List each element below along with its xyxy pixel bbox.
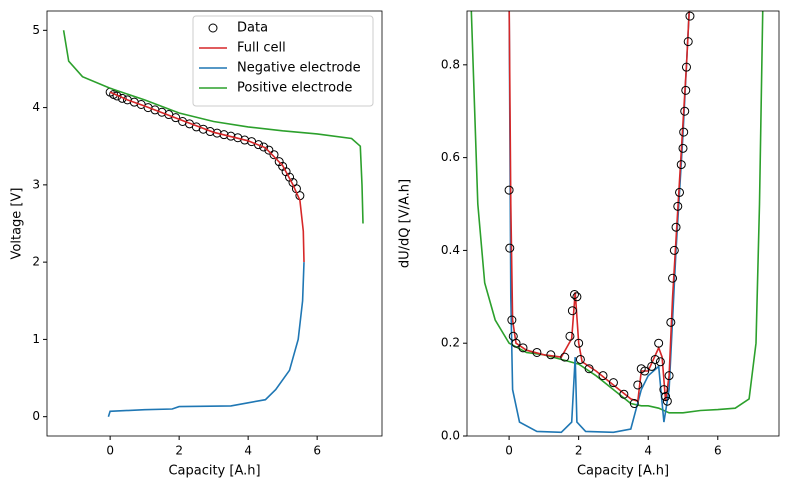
data-point xyxy=(671,222,681,232)
legend-label: Negative electrode xyxy=(237,61,361,76)
data-point xyxy=(269,150,279,160)
plot-area xyxy=(470,11,764,434)
x-tick-label: 4 xyxy=(644,444,652,458)
data-point xyxy=(560,352,570,362)
data-point xyxy=(205,127,215,137)
data-point xyxy=(264,145,274,155)
data-point xyxy=(504,185,514,195)
y-tick-label: 0.0 xyxy=(441,429,460,443)
data-point xyxy=(572,292,582,302)
y-tick-label: 0.4 xyxy=(441,243,460,257)
data-point xyxy=(654,338,664,348)
legend-box xyxy=(192,15,374,107)
y-tick-label: 0.2 xyxy=(441,336,460,350)
data-point xyxy=(647,361,657,371)
data-point xyxy=(668,273,678,283)
x-tick-label: 6 xyxy=(714,444,722,458)
x-tick-label: 0 xyxy=(106,444,114,458)
data-point xyxy=(171,113,181,123)
series-line xyxy=(508,11,691,434)
data-point xyxy=(584,364,594,374)
x-tick-label: 6 xyxy=(313,444,321,458)
x-tick-label: 0 xyxy=(505,444,513,458)
data-point xyxy=(112,91,122,101)
y-tick-label: 0.6 xyxy=(441,150,460,164)
y-tick-label: 1 xyxy=(32,332,40,346)
series-line xyxy=(109,91,305,263)
data-point xyxy=(567,306,577,316)
plot-area xyxy=(62,30,364,417)
data-point xyxy=(681,85,691,95)
data-point xyxy=(507,315,517,325)
data-point xyxy=(532,347,542,357)
y-tick-label: 0.8 xyxy=(441,57,460,71)
legend-marker xyxy=(208,23,218,33)
y-tick-label: 5 xyxy=(32,23,40,37)
data-point xyxy=(574,338,584,348)
data-point xyxy=(240,135,250,145)
series-line xyxy=(470,11,764,414)
x-tick-label: 2 xyxy=(575,444,583,458)
y-tick-label: 3 xyxy=(32,177,40,191)
data-point xyxy=(664,371,674,381)
data-point xyxy=(678,143,688,153)
data-point xyxy=(685,11,695,21)
data-point xyxy=(659,385,669,395)
data-point xyxy=(598,371,608,381)
data-point xyxy=(511,338,521,348)
series-line xyxy=(62,30,364,224)
data-point xyxy=(117,93,127,103)
axes-frame xyxy=(46,10,383,437)
legend-label: Data xyxy=(237,21,268,36)
series-line xyxy=(107,262,305,417)
data-point xyxy=(569,289,579,299)
data-point xyxy=(669,245,679,255)
data-point xyxy=(673,201,683,211)
data-point xyxy=(212,128,222,138)
data-point xyxy=(681,62,691,72)
data-point xyxy=(253,140,263,150)
data-point xyxy=(565,331,575,341)
data-point xyxy=(675,187,685,197)
data-point xyxy=(650,354,660,364)
data-point xyxy=(676,160,686,170)
data-point xyxy=(683,37,693,47)
data-point xyxy=(608,378,618,388)
data-point xyxy=(518,343,528,353)
x-axis-label: Capacity [A.h] xyxy=(168,464,260,479)
legend-label: Positive electrode xyxy=(237,81,352,96)
data-point xyxy=(629,399,639,409)
x-tick-label: 2 xyxy=(175,444,183,458)
y-tick-label: 2 xyxy=(32,255,40,269)
data-point xyxy=(640,366,650,376)
data-point xyxy=(619,389,629,399)
y-tick-label: 4 xyxy=(32,100,40,114)
data-point xyxy=(259,142,269,152)
data-point xyxy=(575,354,585,364)
y-axis-label: Voltage [V] xyxy=(10,188,25,260)
legend-label: Full cell xyxy=(237,41,286,56)
data-point xyxy=(680,106,690,116)
data-point xyxy=(679,127,689,137)
data-point xyxy=(274,157,284,167)
data-point xyxy=(655,357,665,367)
data-point xyxy=(661,392,671,402)
y-axis-label: dU/dQ [V/A.h] xyxy=(398,179,413,268)
data-point xyxy=(662,396,672,406)
data-point xyxy=(666,317,676,327)
axes-frame xyxy=(466,10,780,437)
data-point xyxy=(633,380,643,390)
series-line xyxy=(508,11,691,403)
data-point xyxy=(505,243,515,253)
x-tick-label: 4 xyxy=(244,444,252,458)
y-tick-label: 0 xyxy=(32,409,40,423)
data-point xyxy=(546,350,556,360)
x-axis-label: Capacity [A.h] xyxy=(577,464,669,479)
